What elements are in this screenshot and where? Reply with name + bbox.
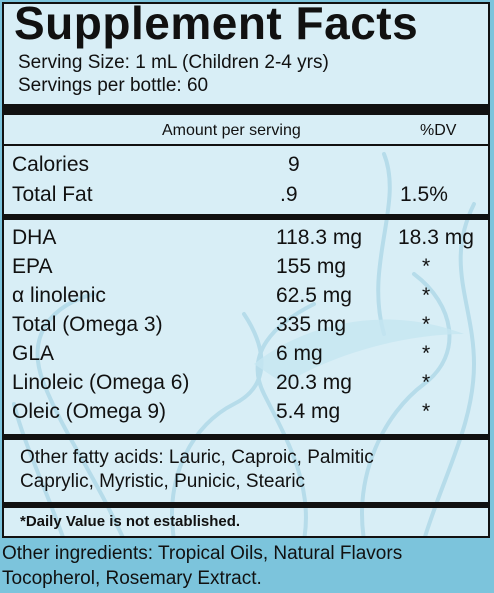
nutrient-dv: *	[422, 313, 431, 336]
nutrient-label: Total Fat	[12, 183, 93, 206]
seaweed-illustration	[12, 152, 477, 536]
nutrient-row-gla: GLA 6 mg *	[4, 342, 488, 370]
serving-size: Serving Size: 1 mL (Children 2-4 yrs)	[18, 52, 329, 73]
nutrient-label: Oleic (Omega 9)	[12, 400, 167, 423]
nutrient-row-total-fat: Total Fat .9 1.5%	[4, 183, 488, 211]
nutrient-amount: 5.4 mg	[276, 400, 341, 423]
daily-value-note: *Daily Value is not established.	[20, 513, 241, 530]
nutrient-label: α linolenic	[12, 284, 106, 307]
other-fatty-acids-line: Other fatty acids: Lauric, Caproic, Palm…	[20, 447, 374, 468]
nutrient-row-dha: DHA 118.3 mg 18.3 mg	[4, 226, 488, 254]
thick-divider	[4, 434, 488, 440]
nutrient-amount: 118.3 mg	[276, 226, 362, 249]
nutrient-label: DHA	[12, 226, 57, 249]
ingredients-line: Tocopherol, Rosemary Extract.	[2, 568, 262, 589]
nutrient-amount: 9	[288, 153, 300, 176]
nutrient-label: Calories	[12, 153, 90, 176]
thick-divider	[4, 214, 488, 220]
nutrient-amount: .9	[280, 183, 298, 206]
servings-per-bottle: Servings per bottle: 60	[18, 75, 209, 96]
nutrient-row-linoleic-omega-6: Linoleic (Omega 6) 20.3 mg *	[4, 371, 488, 399]
nutrient-amount: 155 mg	[276, 255, 347, 278]
amount-header: Amount per serving	[162, 122, 301, 139]
serving-info: Serving Size: 1 mL (Children 2-4 yrs) Se…	[18, 51, 329, 97]
header-divider	[4, 144, 488, 146]
nutrient-dv: 18.3 mg	[398, 226, 474, 249]
other-ingredients: Other ingredients: Tropical Oils, Natura…	[2, 541, 492, 591]
nutrient-dv: *	[422, 255, 431, 278]
panel-title: Supplement Facts	[14, 2, 419, 49]
nutrient-label: Total (Omega 3)	[12, 313, 163, 336]
ingredients-line: Other ingredients: Tropical Oils, Natura…	[2, 543, 403, 564]
nutrient-amount: 6 mg	[276, 342, 323, 365]
nutrient-row-oleic-omega-9: Oleic (Omega 9) 5.4 mg *	[4, 400, 488, 428]
nutrient-amount: 335 mg	[276, 313, 347, 336]
thick-divider	[4, 104, 488, 115]
other-fatty-acids: Other fatty acids: Lauric, Caproic, Palm…	[20, 446, 374, 494]
nutrient-label: Linoleic (Omega 6)	[12, 371, 190, 394]
nutrient-amount: 20.3 mg	[276, 371, 352, 394]
nutrient-row-alpha-linolenic: α linolenic 62.5 mg *	[4, 284, 488, 312]
nutrient-dv: *	[422, 284, 431, 307]
dv-header: %DV	[420, 122, 457, 139]
nutrient-dv: 1.5%	[400, 183, 448, 206]
nutrient-row-calories: Calories 9	[4, 153, 488, 181]
nutrient-row-total-omega-3: Total (Omega 3) 335 mg *	[4, 313, 488, 341]
nutrient-label: EPA	[12, 255, 53, 278]
nutrient-dv: *	[422, 342, 431, 365]
other-fatty-acids-line: Caprylic, Myristic, Punicic, Stearic	[20, 471, 306, 492]
nutrient-dv: *	[422, 400, 431, 423]
nutrient-amount: 62.5 mg	[276, 284, 352, 307]
nutrient-row-epa: EPA 155 mg *	[4, 255, 488, 283]
thick-divider	[4, 502, 488, 508]
nutrient-label: GLA	[12, 342, 55, 365]
supplement-facts-panel: Supplement Facts Serving Size: 1 mL (Chi…	[2, 2, 490, 538]
nutrient-dv: *	[422, 371, 431, 394]
